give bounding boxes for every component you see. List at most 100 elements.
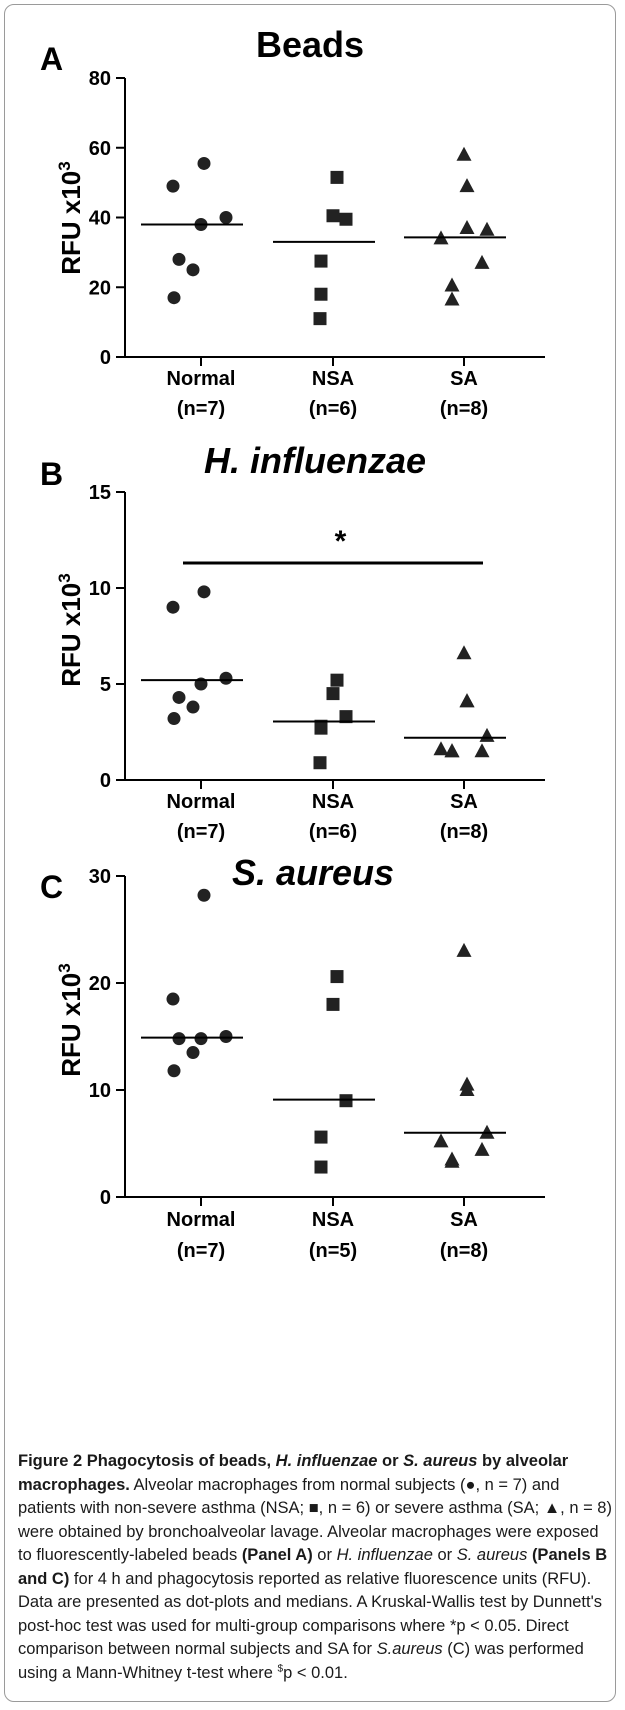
y-axis-label-text: RFU x10 [56, 583, 86, 687]
data-point-triangle [456, 645, 472, 660]
x-category-n: (n=7) [177, 398, 225, 420]
panel-letter: C [40, 869, 63, 905]
x-category-label: Normal [167, 1209, 236, 1231]
data-point-circle [194, 1032, 208, 1046]
caption-s-aureus: S. aureus [456, 1546, 528, 1564]
y-tick-label: 20 [89, 277, 111, 299]
y-axis-label: RFU x103 [55, 573, 86, 687]
x-category-n: (n=7) [177, 1240, 225, 1262]
y-tick-label: 40 [89, 208, 111, 230]
caption-panel-a: (Panel A) [241, 1546, 313, 1564]
data-point-circle [172, 690, 186, 704]
data-point-square [339, 1094, 353, 1108]
chart-title: H. influenzae [204, 440, 426, 481]
caption-body-1: Alveolar macrophages from normal subject… [18, 1475, 612, 1565]
data-point-triangle [444, 1153, 460, 1168]
data-point-triangle [459, 219, 475, 234]
caption-dollar: $ [277, 1663, 284, 1674]
data-point-triangle [433, 1133, 449, 1148]
data-point-circle [197, 585, 211, 599]
y-axis-label-text: RFU x10 [56, 171, 86, 275]
x-category-n: (n=7) [177, 821, 225, 843]
data-point-circle [219, 1030, 233, 1043]
y-tick-label: 20 [89, 973, 111, 995]
x-category-label: Normal [167, 791, 236, 813]
data-point-circle [197, 156, 211, 170]
y-axis-label: RFU x103 [55, 963, 86, 1077]
caption-fig-label: Figure 2 [18, 1452, 83, 1470]
data-point-triangle [456, 146, 472, 161]
data-point-square [339, 212, 353, 226]
data-point-triangle [456, 942, 472, 957]
data-point-triangle [479, 221, 495, 236]
y-tick-label: 15 [89, 482, 111, 504]
x-category-n: (n=6) [309, 821, 357, 843]
y-axis-label-sup: 3 [55, 963, 74, 972]
caption-body-4: p < 0.01. [283, 1663, 348, 1682]
data-point-square [314, 254, 328, 268]
caption-body-3: (C) was performed using a Mann-Whitney t… [18, 1640, 584, 1682]
data-point-circle [197, 888, 211, 902]
y-tick-label: 30 [89, 866, 111, 888]
x-category-n: (n=8) [440, 398, 488, 420]
y-tick-label: 60 [89, 138, 111, 160]
y-axis-label-sup: 3 [55, 573, 74, 582]
data-point-triangle [444, 291, 460, 306]
significance-label: * [335, 525, 347, 558]
data-point-triangle [459, 178, 475, 193]
y-tick-label: 10 [89, 1080, 111, 1102]
x-category-label: NSA [312, 791, 354, 813]
data-point-square [314, 1160, 328, 1174]
x-category-label: NSA [312, 1209, 354, 1231]
data-point-triangle [474, 743, 490, 758]
data-point-triangle [474, 1141, 490, 1156]
data-point-square [326, 209, 340, 223]
data-point-square [326, 997, 340, 1011]
data-point-square [330, 170, 344, 184]
data-point-triangle [459, 1082, 475, 1096]
data-point-square [330, 673, 344, 687]
data-point-circle [166, 179, 180, 193]
data-point-triangle [444, 277, 460, 292]
data-point-circle [172, 1032, 186, 1046]
chart-panel-b: B H. influenzae RFU x103 0 5 10 15 Normal (n=7) N… [40, 440, 545, 843]
data-point-square [314, 721, 328, 735]
x-category-label: NSA [312, 368, 354, 390]
x-category-label: SA [450, 1209, 478, 1231]
caption-s-aureus-2: S.aureus [376, 1640, 443, 1658]
data-point-triangle [433, 741, 449, 756]
caption-panels-bc: (Panels B and C) [18, 1546, 608, 1588]
data-point-circle [167, 712, 181, 726]
y-axis-label: RFU x103 [55, 161, 86, 275]
x-category-n: (n=8) [440, 1240, 488, 1262]
caption-body-2: for 4 h and phagocytosis reported as rel… [18, 1569, 603, 1659]
caption-h-influenzae: H. influenzae [336, 1546, 433, 1564]
y-tick-label: 10 [89, 578, 111, 600]
data-point-circle [186, 263, 200, 277]
y-axis-label-sup: 3 [55, 161, 74, 170]
caption-title: Phagocytosis of beads, H. influenzae or … [18, 1452, 569, 1494]
data-point-triangle [444, 743, 460, 758]
figure-caption: Figure 2 Phagocytosis of beads, H. influ… [18, 1452, 612, 1682]
x-category-label: Normal [167, 368, 236, 390]
data-point-circle [172, 252, 186, 266]
figure-frame [4, 4, 616, 1702]
panel-letter: B [40, 456, 63, 492]
y-tick-label: 0 [100, 347, 111, 369]
data-point-triangle [474, 254, 490, 269]
x-category-n: (n=6) [309, 398, 357, 420]
data-point-circle [219, 211, 233, 224]
x-category-n: (n=8) [440, 821, 488, 843]
x-category-label: SA [450, 791, 478, 813]
chart-panel-a: A Beads RFU x103 0 20 40 60 80 Normal (n=7) NSA (n=… [40, 24, 545, 420]
y-tick-label: 5 [100, 674, 111, 696]
data-point-square [339, 710, 353, 724]
data-point-square [314, 1130, 328, 1144]
x-category-label: SA [450, 368, 478, 390]
data-point-square [326, 687, 340, 701]
panel-letter: A [40, 41, 63, 77]
y-axis-label-text: RFU x10 [56, 973, 86, 1077]
y-tick-label: 80 [89, 68, 111, 90]
